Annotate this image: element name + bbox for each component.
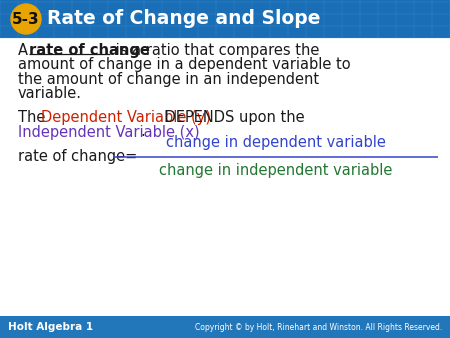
Text: The: The — [18, 110, 50, 125]
Text: change in independent variable: change in independent variable — [159, 164, 392, 178]
Text: is a ratio that compares the: is a ratio that compares the — [111, 43, 320, 58]
Text: A: A — [18, 43, 32, 58]
Text: variable.: variable. — [18, 87, 82, 101]
Circle shape — [11, 4, 41, 34]
Text: Independent Variable (x): Independent Variable (x) — [18, 124, 200, 140]
Text: change in dependent variable: change in dependent variable — [166, 135, 386, 149]
Text: the amount of change in an independent: the amount of change in an independent — [18, 72, 319, 87]
Bar — [0, 0, 450, 38]
Text: 5-3: 5-3 — [12, 11, 40, 26]
Text: Dependent Variable (y): Dependent Variable (y) — [41, 110, 211, 125]
Bar — [0, 316, 450, 338]
Text: DEPENDS upon the: DEPENDS upon the — [160, 110, 305, 125]
Text: .: . — [140, 124, 145, 140]
Text: Holt Algebra 1: Holt Algebra 1 — [8, 322, 93, 332]
Text: rate of change=: rate of change= — [18, 149, 137, 164]
Text: Copyright © by Holt, Rinehart and Winston. All Rights Reserved.: Copyright © by Holt, Rinehart and Winsto… — [195, 322, 442, 332]
Text: amount of change in a dependent variable to: amount of change in a dependent variable… — [18, 57, 351, 72]
Text: rate of change: rate of change — [29, 43, 150, 58]
Text: Rate of Change and Slope: Rate of Change and Slope — [47, 9, 320, 28]
